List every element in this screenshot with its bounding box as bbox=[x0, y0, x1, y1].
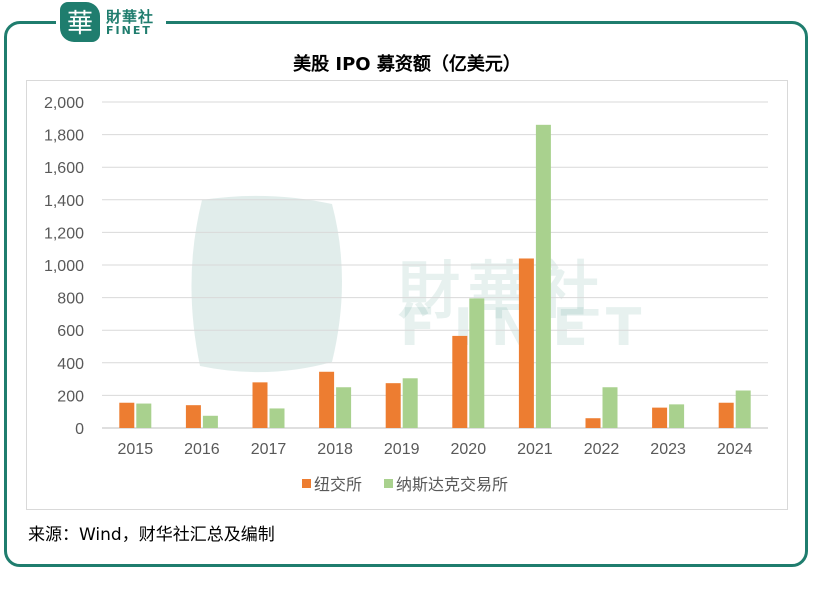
y-tick-label: 2,000 bbox=[44, 95, 84, 112]
x-tick-label: 2022 bbox=[584, 441, 620, 458]
bar-nasdaq-2024 bbox=[735, 390, 751, 428]
bar-nasdaq-2022 bbox=[602, 387, 618, 428]
y-tick-label: 600 bbox=[57, 323, 84, 340]
y-tick-label: 800 bbox=[57, 291, 84, 308]
legend-label: 纽交所 bbox=[314, 475, 362, 494]
source-note: 来源：Wind，财华社汇总及编制 bbox=[28, 525, 275, 545]
chart-area bbox=[26, 80, 788, 510]
bar-nyse-2018 bbox=[319, 371, 335, 428]
legend-swatch bbox=[302, 479, 311, 488]
chart-title: 美股 IPO 募资额（亿美元） bbox=[293, 54, 521, 75]
bar-nasdaq-2015 bbox=[136, 403, 152, 428]
bar-nasdaq-2017 bbox=[269, 408, 285, 428]
y-tick-label: 200 bbox=[57, 388, 84, 405]
bar-nasdaq-2018 bbox=[336, 387, 352, 428]
legend-swatch bbox=[384, 479, 393, 488]
bar-nyse-2016 bbox=[185, 405, 201, 428]
bar-nyse-2019 bbox=[385, 383, 401, 428]
y-tick-label: 400 bbox=[57, 356, 84, 373]
bar-nyse-2020 bbox=[452, 335, 468, 428]
bar-nyse-2021 bbox=[518, 258, 534, 428]
bar-nasdaq-2021 bbox=[535, 124, 551, 428]
bar-nyse-2015 bbox=[119, 402, 135, 428]
bar-nyse-2023 bbox=[652, 407, 668, 428]
bar-nasdaq-2020 bbox=[469, 298, 485, 428]
y-tick-label: 1,800 bbox=[44, 128, 84, 145]
x-tick-label: 2021 bbox=[517, 441, 553, 458]
watermark-brand-cn: 財華社 bbox=[398, 254, 609, 327]
x-tick-label: 2017 bbox=[251, 441, 287, 458]
card-frame bbox=[4, 21, 808, 567]
bar-nasdaq-2019 bbox=[402, 378, 418, 428]
bar-nyse-2024 bbox=[718, 402, 734, 428]
y-tick-label: 1,400 bbox=[44, 193, 84, 210]
watermark-seal-icon bbox=[191, 195, 342, 373]
finet-logo: 華 財華社 FINET bbox=[56, 0, 166, 46]
bar-nyse-2017 bbox=[252, 382, 268, 428]
brand-name-en: FINET bbox=[106, 24, 152, 37]
x-tick-label: 2020 bbox=[451, 441, 487, 458]
x-tick-label: 2015 bbox=[118, 441, 154, 458]
bar-nasdaq-2023 bbox=[669, 404, 685, 428]
legend-label: 纳斯达克交易所 bbox=[396, 475, 508, 494]
y-tick-label: 1,600 bbox=[44, 160, 84, 177]
x-tick-label: 2016 bbox=[184, 441, 220, 458]
y-tick-label: 0 bbox=[75, 421, 84, 438]
y-tick-label: 1,200 bbox=[44, 225, 84, 242]
brand-name-cn: 財華社 bbox=[106, 8, 155, 26]
x-tick-label: 2024 bbox=[717, 441, 753, 458]
y-tick-label: 1,000 bbox=[44, 258, 84, 275]
svg-text:華: 華 bbox=[67, 9, 93, 39]
finet-seal-icon: 華 bbox=[60, 2, 100, 42]
x-tick-label: 2018 bbox=[317, 441, 353, 458]
x-tick-label: 2019 bbox=[384, 441, 420, 458]
bar-nyse-2022 bbox=[585, 418, 601, 428]
x-tick-label: 2023 bbox=[650, 441, 686, 458]
bar-nasdaq-2016 bbox=[202, 415, 218, 428]
